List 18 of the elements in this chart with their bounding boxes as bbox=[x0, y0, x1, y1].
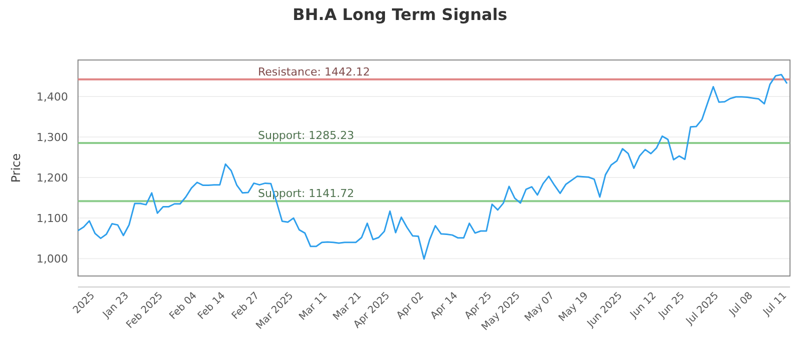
x-tick-label: Jun 25 bbox=[656, 290, 688, 322]
x-tick-label: Apr 02 bbox=[394, 290, 426, 322]
x-tick-label: Feb 14 bbox=[196, 290, 228, 322]
x-tick-label: Jan 23 bbox=[100, 290, 132, 321]
ref-line-label: Resistance: 1442.12 bbox=[258, 65, 370, 78]
x-tick-label: Jul 08 bbox=[726, 290, 756, 319]
x-tick-label: Jun 12 bbox=[628, 290, 659, 322]
chart-title: BH.A Long Term Signals bbox=[292, 5, 508, 24]
y-axis-title: Price bbox=[9, 153, 23, 183]
y-tick-label: 1,100 bbox=[36, 212, 68, 225]
y-tick-label: 1,000 bbox=[36, 252, 68, 266]
y-tick-label: 1,200 bbox=[36, 171, 68, 184]
y-tick-label: 1,300 bbox=[36, 130, 68, 144]
x-tick-label: Jul 11 bbox=[760, 290, 790, 319]
x-tick-label: Apr 14 bbox=[428, 290, 460, 322]
y-tick-label: 1,400 bbox=[36, 90, 68, 104]
ref-line-label: Support: 1285.23 bbox=[258, 128, 354, 142]
x-tick-label: Mar 11 bbox=[297, 290, 330, 323]
